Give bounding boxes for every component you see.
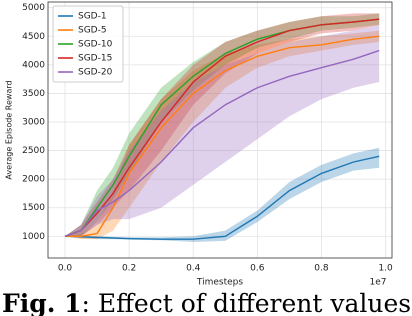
x-axis-label: Timesteps [196,278,243,288]
x-tick-label: 1.0 [378,264,393,274]
confidence-band [64,147,380,242]
x-tick-label: 0.0 [58,264,73,274]
legend-box [52,5,124,83]
y-tick-label: 4500 [22,32,45,42]
x-tick-label: 0.4 [186,264,201,274]
y-tick-label: 5000 [22,3,45,13]
caption-text: : Effect of different values of [82,289,412,316]
x-tick-label: 0.8 [314,264,329,274]
y-tick-label: 1000 [22,232,45,242]
legend-label: SGD-5 [78,26,107,36]
y-tick-label: 4000 [22,60,45,70]
plot-frame [47,1,393,259]
y-tick-label: 3000 [22,118,45,128]
y-tick-label: 2000 [22,175,45,185]
caption-label: Fig. 1 [2,289,82,316]
caption: Fig. 1: Effect of different values of [2,289,412,316]
legend-label: SGD-15 [78,54,112,64]
y-axis-label: Average Episode Reward [5,80,14,179]
legend-label: SGD-10 [78,40,113,50]
x-tick-label: 0.6 [250,264,265,274]
line [64,155,380,240]
line [64,18,380,237]
x-tick-label: 0.2 [122,264,136,274]
y-tick-label: 1500 [22,203,45,213]
y-tick-label: 2500 [22,146,45,156]
confidence-band [64,24,380,237]
confidence-band [64,30,380,240]
x-offset-label: 1e7 [370,278,387,288]
legend-label: SGD-1 [78,12,107,22]
legend-label: SGD-20 [78,68,113,78]
line [64,49,380,237]
line [64,35,380,237]
legend: SGD-1 SGD-5 SGD-10 SGD-15 SGD-20 [52,5,124,83]
y-tick-label: 3500 [22,89,45,99]
